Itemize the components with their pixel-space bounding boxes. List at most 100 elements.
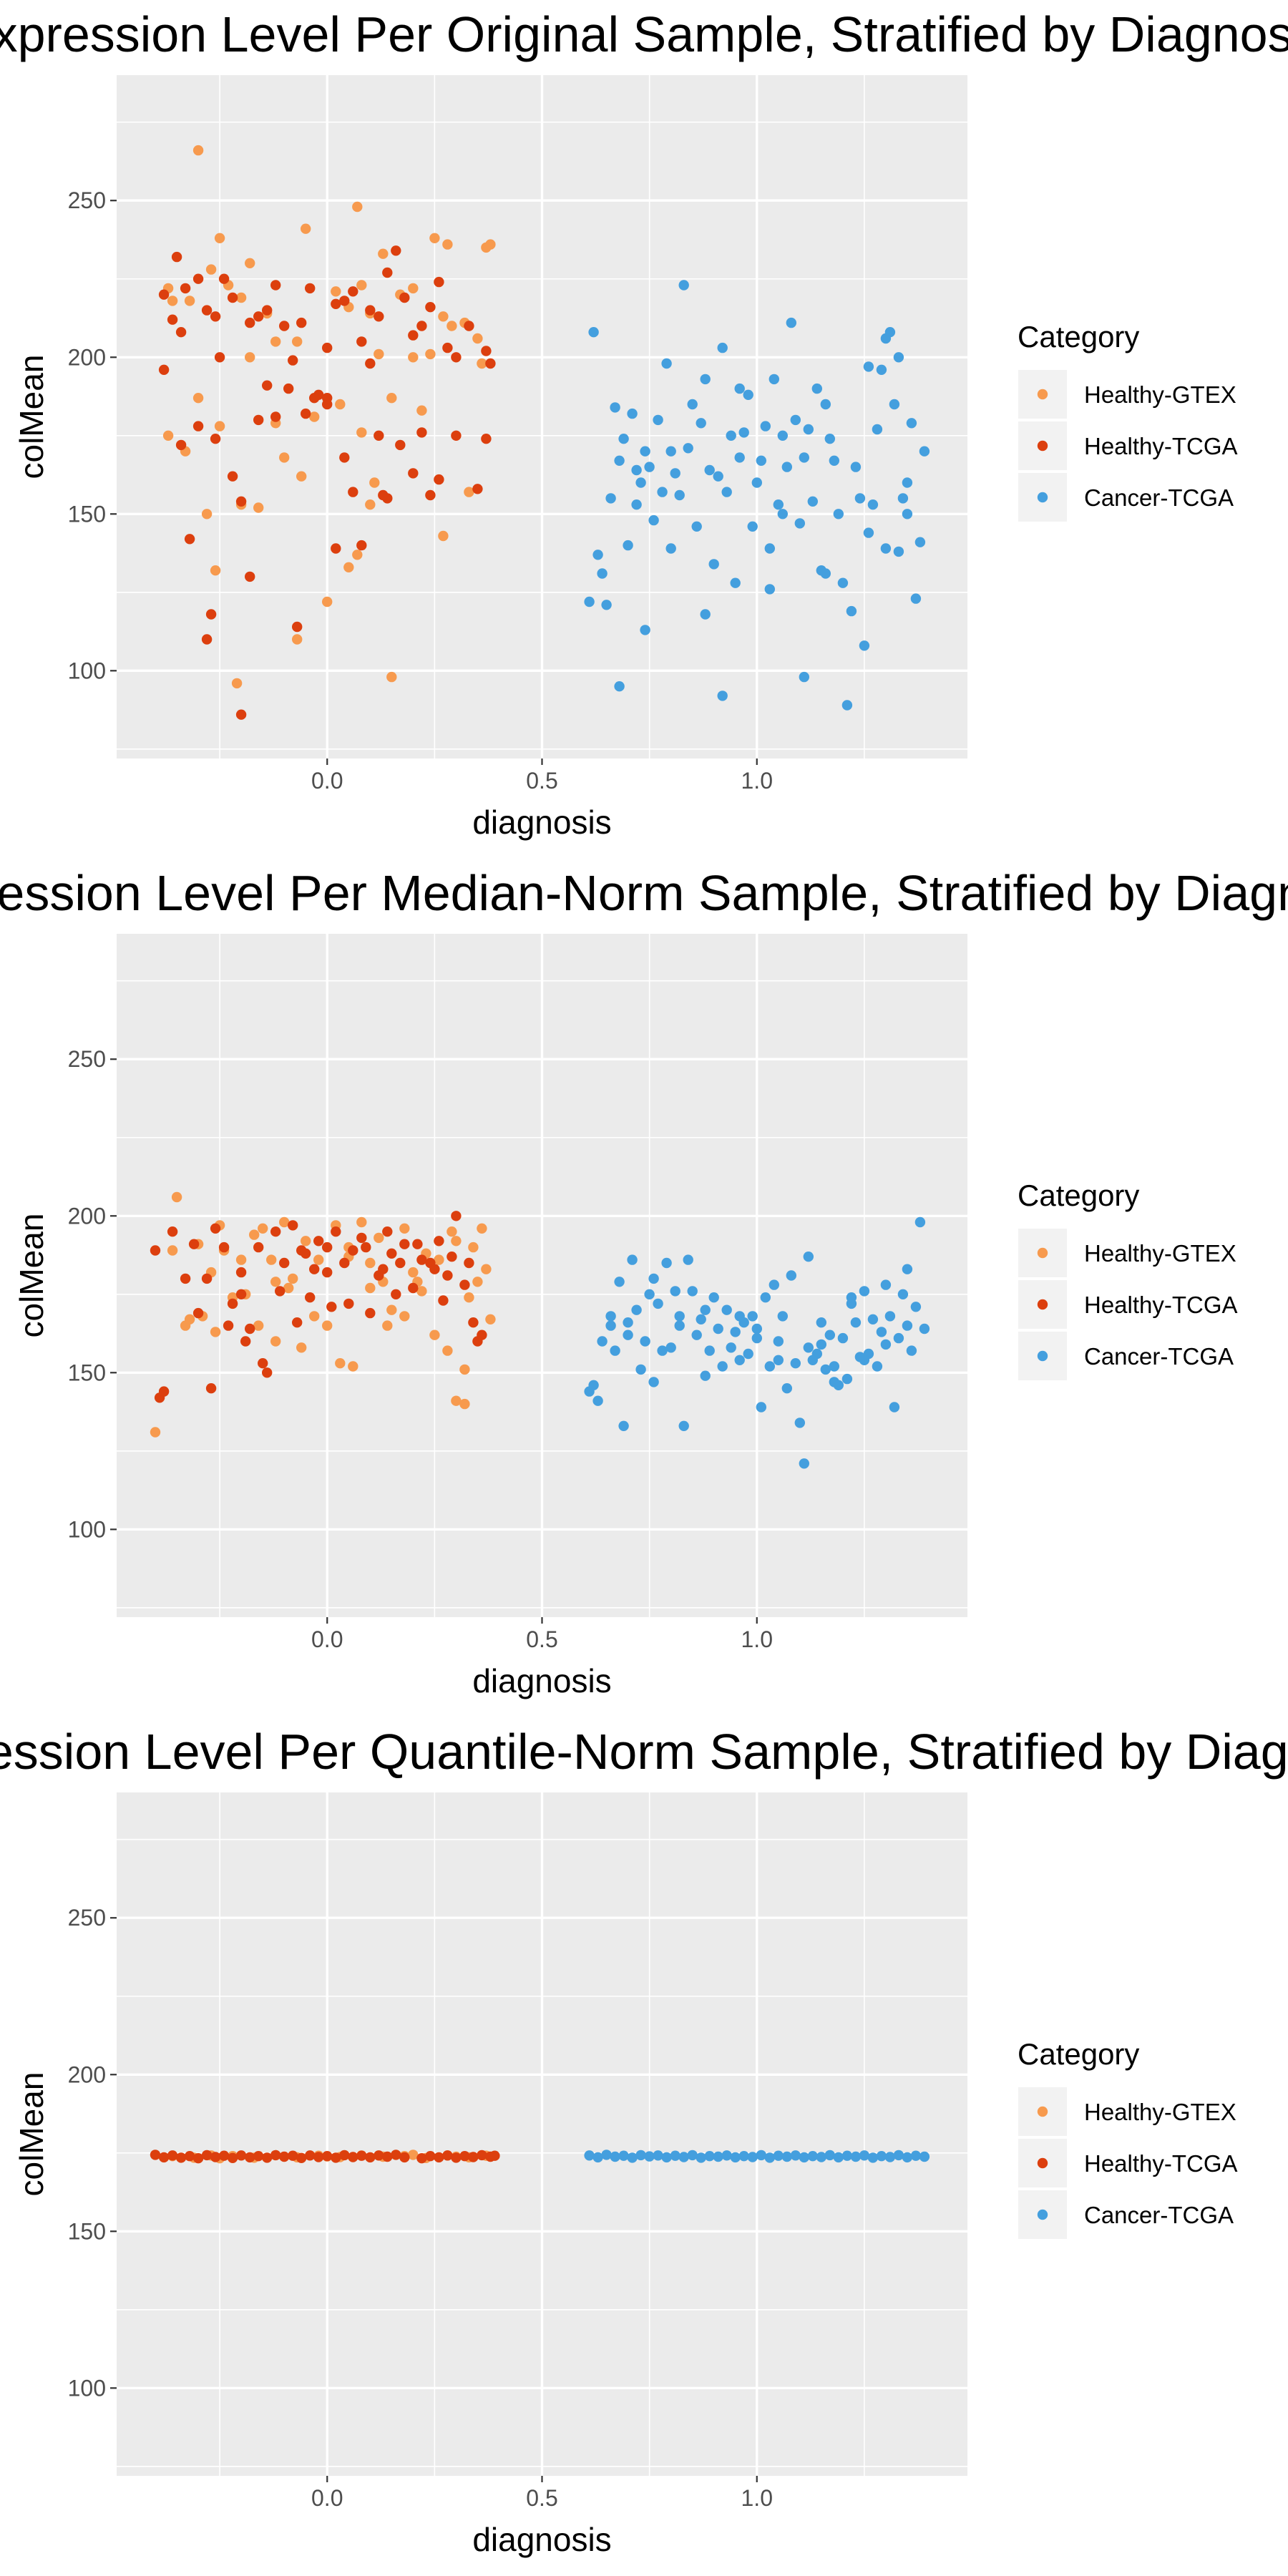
data-point: [283, 383, 294, 394]
data-point: [880, 543, 892, 554]
x-tick-label: 1.0: [741, 768, 773, 794]
data-point: [811, 1348, 823, 1360]
data-point: [902, 1264, 913, 1274]
data-point: [726, 430, 736, 441]
data-point: [365, 358, 376, 369]
data-point: [348, 1245, 358, 1256]
data-point: [408, 352, 419, 363]
data-point: [906, 1345, 917, 1356]
data-point: [605, 1320, 616, 1331]
data-point: [841, 1373, 853, 1385]
data-point: [902, 2152, 913, 2163]
data-point: [794, 518, 806, 529]
data-point: [631, 499, 642, 510]
legend: Category Healthy-GTEX Healthy-TCGA Cancer-T…: [1018, 320, 1238, 522]
data-point: [369, 477, 380, 488]
data-point: [391, 2150, 401, 2160]
data-point: [434, 276, 444, 288]
data-point: [434, 2152, 444, 2163]
data-point: [365, 305, 376, 316]
data-point: [270, 411, 281, 422]
series-Cancer-TCGA: [584, 2150, 930, 2163]
data-point: [799, 452, 810, 463]
data-point: [391, 1289, 401, 1300]
data-point: [408, 2150, 419, 2160]
series-Cancer-TCGA: [584, 1216, 930, 1469]
data-point: [331, 298, 341, 309]
data-point: [322, 596, 333, 608]
data-point: [296, 317, 307, 328]
data-point: [305, 1292, 316, 1303]
data-point: [309, 393, 320, 404]
data-point: [816, 2152, 827, 2162]
data-point: [687, 399, 698, 410]
data-point: [288, 1220, 298, 1231]
data-point: [472, 333, 483, 344]
y-axis-title: colMean: [13, 1214, 50, 1338]
data-point: [331, 286, 341, 297]
data-point: [262, 380, 273, 391]
data-point: [459, 1364, 470, 1375]
data-point: [623, 540, 633, 551]
legend-swatch: [1037, 1247, 1048, 1259]
data-point: [223, 1320, 234, 1331]
data-point: [683, 443, 693, 454]
data-point: [477, 358, 487, 369]
data-point: [438, 311, 449, 322]
data-point: [270, 2150, 281, 2161]
data-point: [859, 1355, 870, 1366]
legend-swatch: [1037, 1350, 1048, 1362]
data-point: [876, 364, 887, 375]
data-point: [192, 2153, 204, 2164]
legend: Category Healthy-GTEX Healthy-TCGA Cancer-T…: [1018, 2037, 1238, 2239]
data-point: [472, 484, 483, 494]
data-point: [670, 1286, 680, 1297]
data-point: [167, 2150, 178, 2161]
data-point: [245, 571, 255, 582]
y-tick-label: 150: [68, 2218, 106, 2244]
data-point: [434, 474, 444, 485]
data-point: [833, 509, 844, 519]
data-point: [253, 1241, 264, 1253]
data-point: [335, 1358, 346, 1369]
data-point: [391, 245, 401, 256]
legend-title: Category: [1018, 1179, 1139, 1212]
data-point: [301, 1236, 311, 1246]
legend-swatch: [1037, 2209, 1048, 2220]
data-point: [734, 383, 745, 394]
data-point: [399, 1311, 410, 1322]
data-point: [489, 2150, 500, 2161]
data-point: [640, 625, 650, 635]
data-point: [859, 640, 870, 651]
data-point: [313, 2152, 324, 2162]
data-point: [231, 678, 243, 689]
data-point: [872, 1361, 883, 1372]
chart-title: Expression Level Per Original Sample, St…: [0, 6, 1288, 62]
data-point: [167, 1226, 178, 1237]
data-point: [781, 2151, 793, 2162]
data-point: [245, 352, 255, 363]
data-point: [472, 1277, 483, 1287]
data-point: [678, 280, 689, 291]
data-point: [665, 543, 676, 554]
data-point: [343, 1298, 354, 1309]
data-point: [322, 1241, 333, 1253]
data-point: [214, 352, 225, 363]
data-point: [235, 1267, 247, 1278]
data-point: [837, 577, 849, 588]
data-point: [378, 248, 389, 259]
data-point: [803, 424, 814, 435]
data-point: [150, 2150, 161, 2160]
series-Healthy-GTEX: [162, 145, 496, 689]
data-point: [296, 1342, 307, 1353]
data-point: [309, 411, 320, 422]
data-point: [665, 446, 676, 457]
data-point: [210, 434, 221, 444]
data-point: [339, 1257, 350, 1269]
data-point: [253, 2151, 264, 2162]
data-point: [764, 584, 776, 595]
data-point: [210, 2152, 221, 2162]
data-point: [610, 2151, 620, 2162]
data-point: [270, 1226, 281, 1237]
data-point: [468, 1317, 479, 1328]
